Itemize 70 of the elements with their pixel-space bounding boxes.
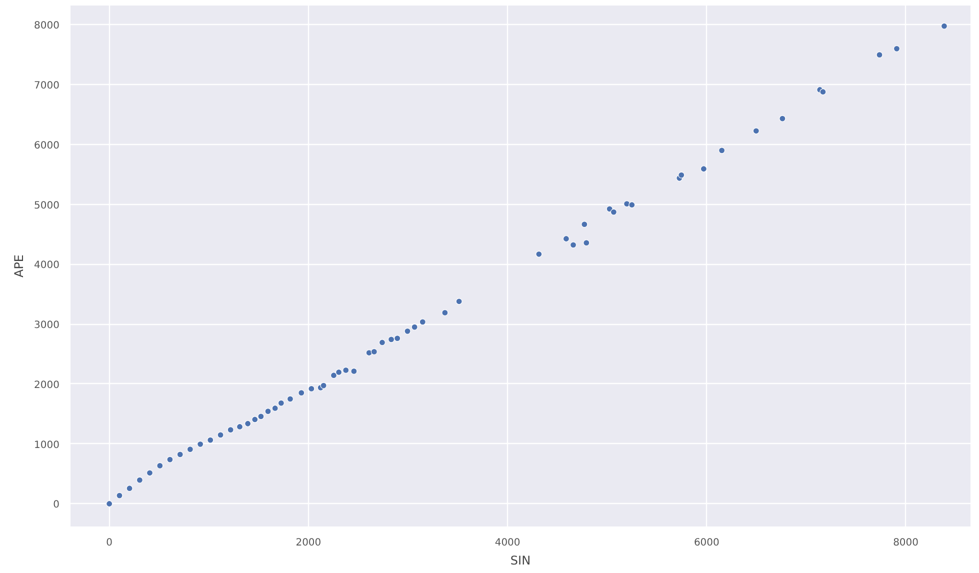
point (330, 372, 338, 379)
point (388, 336, 395, 343)
x-tick-label: 8000 (893, 538, 919, 548)
point (258, 413, 264, 420)
point (126, 485, 133, 492)
point (244, 420, 252, 427)
point (419, 318, 426, 326)
point (298, 390, 305, 396)
point (116, 492, 123, 499)
y-tick-label: 7000 (34, 80, 60, 92)
point (197, 440, 204, 448)
point (252, 416, 258, 423)
point (156, 462, 164, 470)
point (536, 250, 542, 258)
point (350, 368, 358, 375)
point (411, 324, 418, 330)
point (186, 446, 194, 453)
x-tick-label: 0 (106, 538, 113, 548)
point (718, 147, 726, 154)
point (336, 368, 342, 376)
point (442, 309, 448, 316)
point (752, 128, 760, 134)
point (342, 366, 350, 374)
point (893, 45, 900, 52)
point (678, 172, 685, 178)
point (370, 348, 378, 355)
point (394, 335, 401, 342)
y-tick-label: 4000 (34, 260, 60, 272)
x-tick-label: 2000 (296, 538, 322, 548)
point (308, 385, 315, 392)
point (136, 476, 143, 484)
point (700, 166, 707, 172)
point (264, 408, 272, 415)
point (876, 52, 883, 58)
point (366, 349, 372, 356)
point (146, 470, 154, 476)
y-axis-title: APE (12, 254, 26, 278)
y-tick-label: 3000 (34, 320, 60, 332)
point (628, 202, 636, 208)
point (583, 240, 590, 246)
x-axis-title: SIN (510, 554, 531, 568)
point (217, 432, 224, 438)
point (779, 115, 786, 122)
y-tick-label: 2000 (34, 380, 60, 391)
point (581, 221, 588, 228)
y-tick-label: 8000 (34, 20, 60, 32)
point (940, 22, 948, 30)
y-tick-label: 5000 (34, 200, 60, 212)
point (570, 242, 577, 248)
point (207, 436, 214, 444)
point (236, 423, 244, 430)
point (278, 400, 284, 406)
y-tick-label: 6000 (34, 140, 60, 152)
point (106, 500, 113, 508)
y-tick-label: 1000 (34, 440, 60, 451)
point (610, 208, 617, 216)
x-tick-label: 4000 (494, 538, 520, 548)
point (272, 404, 278, 412)
point (456, 298, 462, 305)
point (176, 451, 184, 458)
y-tick-label: 0 (53, 500, 60, 511)
x-tick-label: 6000 (694, 538, 720, 548)
point (404, 328, 411, 334)
point (286, 396, 294, 402)
point (166, 456, 174, 463)
point (320, 382, 327, 389)
point (227, 426, 234, 434)
point (820, 88, 826, 96)
point (378, 339, 386, 346)
point (562, 235, 570, 242)
